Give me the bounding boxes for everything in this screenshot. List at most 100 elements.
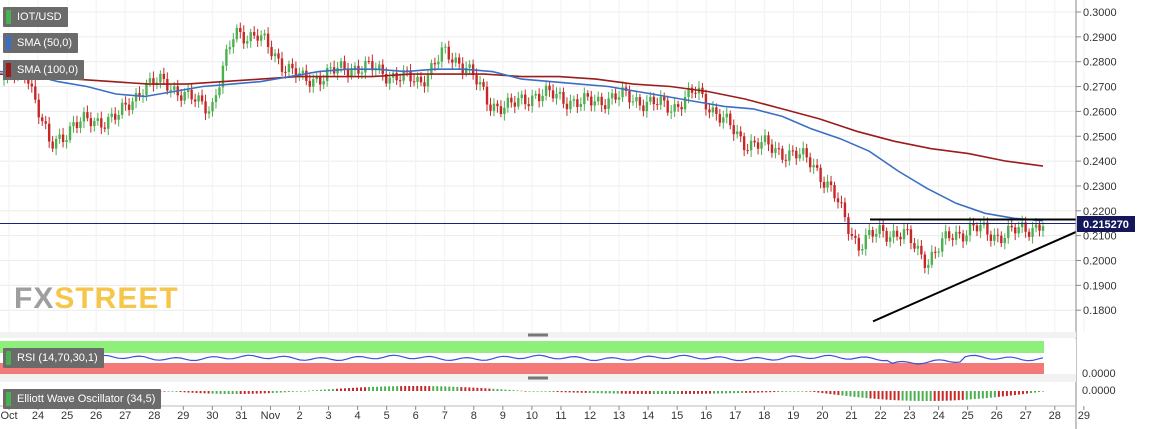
candle-body <box>1031 227 1034 237</box>
candle-body <box>951 238 954 240</box>
ewo-bar <box>825 391 828 394</box>
rsi-legend[interactable]: RSI (14,70,30,1) <box>3 348 104 368</box>
candle-body <box>829 181 833 186</box>
ewo-bar <box>949 391 952 401</box>
candle-body <box>464 67 468 74</box>
x-tick-label: 31 <box>235 410 247 422</box>
ewo-bar <box>187 391 190 393</box>
ewo-bar <box>965 391 968 400</box>
candle-body <box>339 61 343 68</box>
candle-body <box>656 104 659 106</box>
ewo-bar <box>721 391 724 394</box>
main-panel-bg <box>0 0 1076 332</box>
legend-sma-50[interactable]: SMA (50,0) <box>3 33 79 53</box>
ewo-bar <box>279 391 282 393</box>
ewo-bar <box>725 391 728 394</box>
ewo-bar <box>171 391 174 392</box>
candle-body <box>822 181 826 188</box>
x-tick-label: Nov <box>261 410 281 422</box>
ewo-bar <box>753 391 756 393</box>
ewo-bar <box>897 391 900 401</box>
candle-body <box>916 245 920 249</box>
candle-body <box>631 101 635 103</box>
x-tick-label: 25 <box>61 410 73 422</box>
ewo-bar <box>664 391 667 394</box>
candle-body <box>659 96 662 105</box>
x-tick-label: 7 <box>442 410 448 422</box>
candle-body <box>440 47 444 62</box>
candle-body <box>388 77 391 84</box>
ewo-bar <box>785 391 788 392</box>
candle-body <box>791 150 795 152</box>
x-tick-label: 16 <box>700 410 712 422</box>
ewo-bar <box>997 391 1000 397</box>
ewo-bar <box>211 391 214 394</box>
candle-body <box>329 67 332 69</box>
ewo-bar <box>1025 391 1028 394</box>
candle-body <box>360 72 364 74</box>
candle-body <box>485 86 489 105</box>
candle-body <box>190 89 193 100</box>
candle-body <box>416 76 419 82</box>
ewo-bar <box>937 391 940 401</box>
legend-swatch <box>6 392 11 406</box>
candle-body <box>343 61 346 70</box>
candle-body <box>107 116 110 129</box>
legend-label: SMA (50,0) <box>17 37 73 49</box>
candle-body <box>305 70 308 81</box>
legend-sma-100[interactable]: SMA (100,0) <box>3 60 85 80</box>
x-tick-label: 11 <box>555 410 566 422</box>
ewo-bar <box>889 391 892 400</box>
candle-body <box>583 93 586 105</box>
ewo-bar <box>384 386 387 391</box>
candle-body <box>79 121 82 128</box>
ewo-bar <box>347 388 350 391</box>
candle-body <box>378 64 381 69</box>
candle-body <box>676 104 680 107</box>
candle-body <box>868 230 871 236</box>
ewo-bar <box>656 391 659 394</box>
candle-body <box>795 150 798 159</box>
x-tick-label: 28 <box>148 410 160 422</box>
ewo-bar <box>797 391 800 392</box>
ewo-bar <box>199 391 202 394</box>
candle-body <box>461 63 464 74</box>
ewo-bar <box>953 391 956 401</box>
candle-body <box>968 223 972 236</box>
candle-body <box>812 165 815 168</box>
ewo-bar <box>572 391 575 393</box>
candle-body <box>221 65 225 88</box>
candle-body <box>544 85 548 96</box>
candle-body <box>249 32 252 42</box>
ewo-bar <box>319 389 322 391</box>
x-tick-label: 2 <box>296 410 302 422</box>
candle-body <box>576 99 579 108</box>
rsi-overbought-zone <box>0 341 1044 353</box>
candle-body <box>89 118 93 127</box>
candle-body <box>603 105 607 109</box>
ewo-bar <box>741 391 744 393</box>
candle-body <box>815 165 819 168</box>
candle-body <box>319 76 322 85</box>
candle-body <box>996 234 1000 236</box>
candle-body <box>301 70 305 74</box>
candle-body <box>673 104 676 112</box>
ewo-legend[interactable]: Elliott Wave Oscillator (34,5) <box>3 389 162 409</box>
candle-body <box>961 233 965 242</box>
ewo-bar <box>733 391 736 394</box>
legend-iot-usd[interactable]: IOT/USD <box>3 7 68 27</box>
ewo-bar <box>339 388 342 391</box>
candles <box>2 22 1045 275</box>
candle-body <box>385 74 388 84</box>
candle-body <box>475 75 478 85</box>
x-tick-label: 6 <box>413 410 419 422</box>
candle-body <box>958 231 961 234</box>
x-tick-label: 13 <box>613 410 625 422</box>
candle-body <box>683 97 687 110</box>
candle-body <box>517 98 520 107</box>
x-tick-label: 27 <box>119 410 131 422</box>
ewo-bar <box>464 387 467 391</box>
legend-swatch <box>6 63 11 77</box>
x-tick-label: 3 <box>325 410 331 422</box>
candle-body <box>569 100 572 110</box>
